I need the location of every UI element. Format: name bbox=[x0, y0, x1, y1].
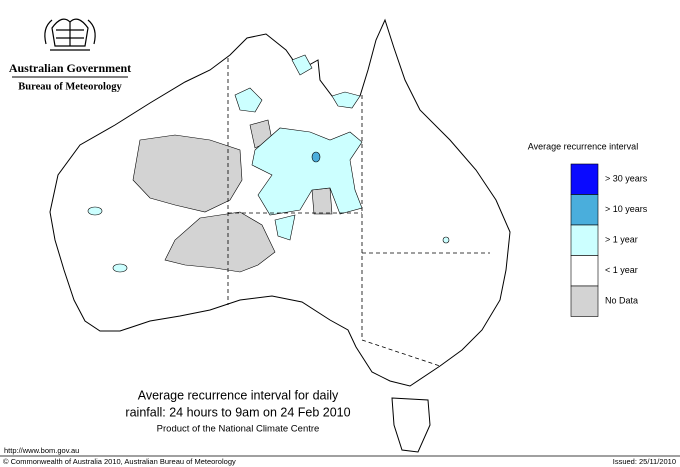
over-10-years-region bbox=[311, 151, 321, 163]
no-data-region bbox=[311, 187, 333, 215]
over-1-year-region bbox=[291, 54, 313, 76]
footer-copyright: © Commonwealth of Australia 2010, Austra… bbox=[3, 457, 236, 466]
no-data-region bbox=[132, 134, 243, 213]
legend-swatch bbox=[570, 194, 599, 226]
government-name: Australian Government bbox=[9, 61, 131, 75]
legend-label: No Data bbox=[605, 295, 638, 305]
legend: > 30 years > 10 years > 1 year < 1 year No D… bbox=[570, 163, 648, 317]
caption-line: Average recurrence interval for daily bbox=[138, 388, 339, 402]
over-1-year-region bbox=[442, 236, 450, 244]
legend-label: > 10 years bbox=[605, 204, 648, 214]
footer-url: http://www.bom.gov.au bbox=[4, 446, 79, 455]
caption-line: Product of the National Climate Centre bbox=[157, 424, 320, 435]
legend-title: Average recurrence interval bbox=[528, 141, 638, 151]
caption-line: rainfall: 24 hours to 9am on 24 Feb 2010 bbox=[125, 405, 350, 419]
state-border bbox=[227, 58, 490, 367]
over-1-year-region bbox=[87, 206, 103, 216]
no-data-region bbox=[164, 211, 276, 273]
legend-swatch bbox=[570, 255, 599, 287]
legend-label: > 1 year bbox=[605, 234, 638, 244]
footer-issued: Issued: 25/11/2010 bbox=[613, 457, 676, 466]
over-1-year-region bbox=[274, 214, 296, 241]
legend-swatch bbox=[570, 224, 599, 256]
over-1-year-region bbox=[331, 91, 361, 109]
legend-label: < 1 year bbox=[605, 265, 638, 275]
over-1-year-region bbox=[234, 87, 263, 113]
legend-label: > 30 years bbox=[605, 173, 648, 183]
bureau-name: Bureau of Meteorology bbox=[18, 81, 122, 92]
over-1-year-region bbox=[112, 263, 128, 273]
tasmania bbox=[391, 397, 431, 453]
legend-swatch bbox=[570, 285, 599, 317]
crest bbox=[44, 18, 96, 51]
legend-swatch bbox=[570, 163, 599, 195]
over-1-year-region bbox=[251, 127, 363, 216]
